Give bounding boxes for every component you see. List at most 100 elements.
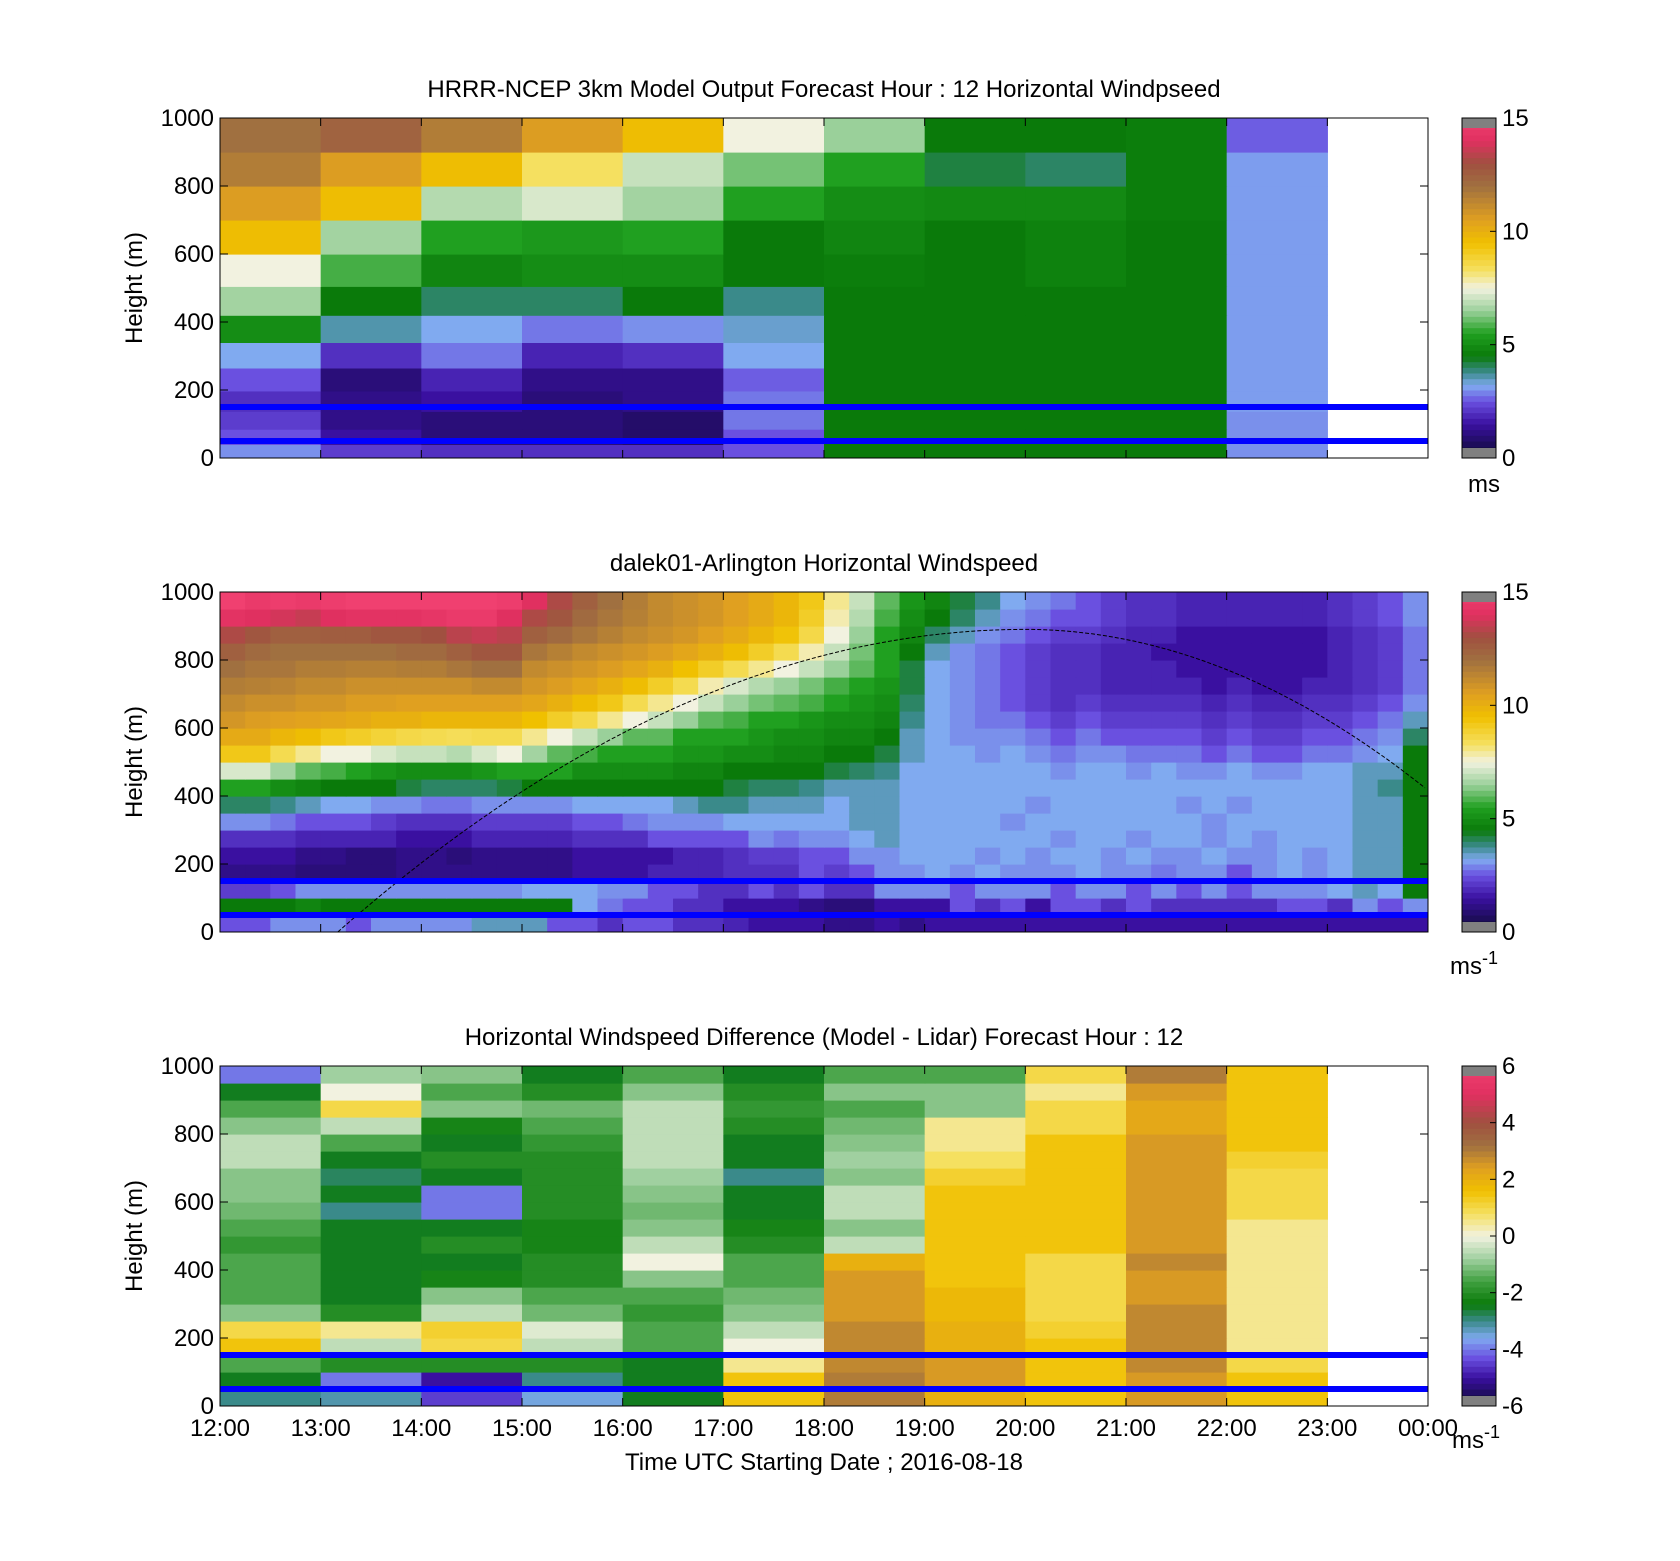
heatmap-cell (622, 1236, 724, 1254)
heatmap-cell (220, 728, 246, 746)
heatmap-cell (975, 915, 1001, 932)
heatmap-cell (1176, 745, 1203, 763)
heatmap-cell (1025, 1134, 1127, 1152)
heatmap-cell (446, 728, 473, 746)
heatmap-cell (773, 711, 800, 729)
heatmap-cell (245, 796, 271, 814)
heatmap-cell (1075, 711, 1102, 729)
heatmap-cell (446, 711, 473, 729)
colorbar-segment (1462, 711, 1496, 718)
heatmap-cell (1075, 830, 1102, 848)
heatmap-cell (622, 1117, 724, 1135)
heatmap-cell (421, 1321, 523, 1339)
heatmap-cell (547, 660, 573, 678)
heatmap-cell (522, 286, 624, 316)
heatmap-cell (1402, 762, 1428, 780)
heatmap-cell (622, 444, 724, 458)
heatmap-cell (748, 915, 775, 932)
heatmap-cell (1151, 660, 1177, 678)
y-tick-label: 0 (201, 1393, 214, 1420)
heatmap-cell (572, 864, 599, 882)
heatmap-cell (1352, 898, 1379, 916)
heatmap-cell (396, 711, 422, 729)
heatmap-cell (522, 864, 548, 882)
heatmap-cell (421, 1219, 523, 1237)
heatmap-cell (220, 1304, 322, 1322)
heatmap-cell (673, 711, 699, 729)
heatmap-cell (622, 1287, 724, 1305)
heatmap-cell (345, 779, 372, 797)
heatmap-cell (597, 898, 624, 916)
heatmap-cell (1126, 367, 1228, 392)
heatmap-cell (421, 779, 448, 797)
heatmap-cell (824, 881, 850, 899)
colorbar-segment (1462, 1224, 1496, 1231)
heatmap-cell (220, 1253, 322, 1271)
heatmap-cell (1226, 694, 1253, 712)
heatmap-cell (899, 660, 926, 678)
heatmap-cell (572, 711, 599, 729)
heatmap-cell (849, 762, 875, 780)
colorbar-segment (1462, 288, 1496, 295)
heatmap-cell (1176, 728, 1203, 746)
heatmap-cell (1151, 813, 1177, 831)
heatmap-cell (1402, 660, 1428, 678)
heatmap-cell (874, 779, 901, 797)
heatmap-cell (874, 864, 901, 882)
colorbar-segment (1462, 339, 1496, 346)
colorbar-segment (1462, 1151, 1496, 1158)
colorbar-segment (1462, 796, 1496, 803)
heatmap-cell (295, 830, 322, 848)
heatmap-cell (421, 677, 448, 695)
heatmap-cell (270, 864, 297, 882)
heatmap-cell (1000, 626, 1026, 644)
heatmap-cell (1126, 444, 1228, 458)
heatmap-cell (547, 609, 573, 627)
heatmap-cell (345, 864, 372, 882)
heatmap-cell (1226, 1117, 1328, 1135)
heatmap-cell (1025, 779, 1052, 797)
heatmap-cell (899, 694, 926, 712)
heatmap-cell (1000, 643, 1026, 661)
heatmap-cell (924, 830, 951, 848)
heatmap-cell (723, 779, 750, 797)
heatmap-cell (496, 813, 523, 831)
heatmap-cell (723, 1202, 825, 1220)
heatmap-cell (849, 745, 875, 763)
heatmap-cell (446, 677, 473, 695)
heatmap-cell (975, 694, 1001, 712)
heatmap-cell (798, 626, 825, 644)
colorbar-segment (1462, 1355, 1496, 1362)
heatmap-cell (748, 813, 775, 831)
heatmap-cell (1277, 898, 1303, 916)
heatmap-cell (899, 813, 926, 831)
colorbar-segment (1462, 435, 1496, 442)
heatmap-cell (824, 1151, 926, 1169)
heatmap-cell (975, 881, 1001, 899)
heatmap-cell (723, 813, 750, 831)
heatmap-cell (522, 1389, 624, 1406)
heatmap-cell (1201, 847, 1228, 865)
heatmap-cell (1302, 643, 1328, 661)
heatmap-cell (522, 1219, 624, 1237)
heatmap-cell (1176, 915, 1203, 932)
heatmap-cell (949, 762, 976, 780)
heatmap-cell (320, 444, 422, 458)
heatmap-cell (798, 898, 825, 916)
heatmap-cell (522, 315, 624, 343)
heatmap-cell (1151, 745, 1177, 763)
heatmap-cell (1000, 745, 1026, 763)
heatmap-cell (798, 813, 825, 831)
heatmap-cell (849, 847, 875, 865)
heatmap-cell (522, 1304, 624, 1322)
heatmap-cell (522, 881, 548, 899)
colorbar-segment (1462, 390, 1496, 397)
heatmap-cell (1050, 592, 1077, 610)
heatmap-cell (572, 660, 599, 678)
heatmap-cell (1377, 694, 1404, 712)
heatmap-cell (295, 592, 322, 610)
heatmap-cell (1100, 830, 1127, 848)
heatmap-cell (396, 694, 422, 712)
heatmap-cell (396, 592, 422, 610)
